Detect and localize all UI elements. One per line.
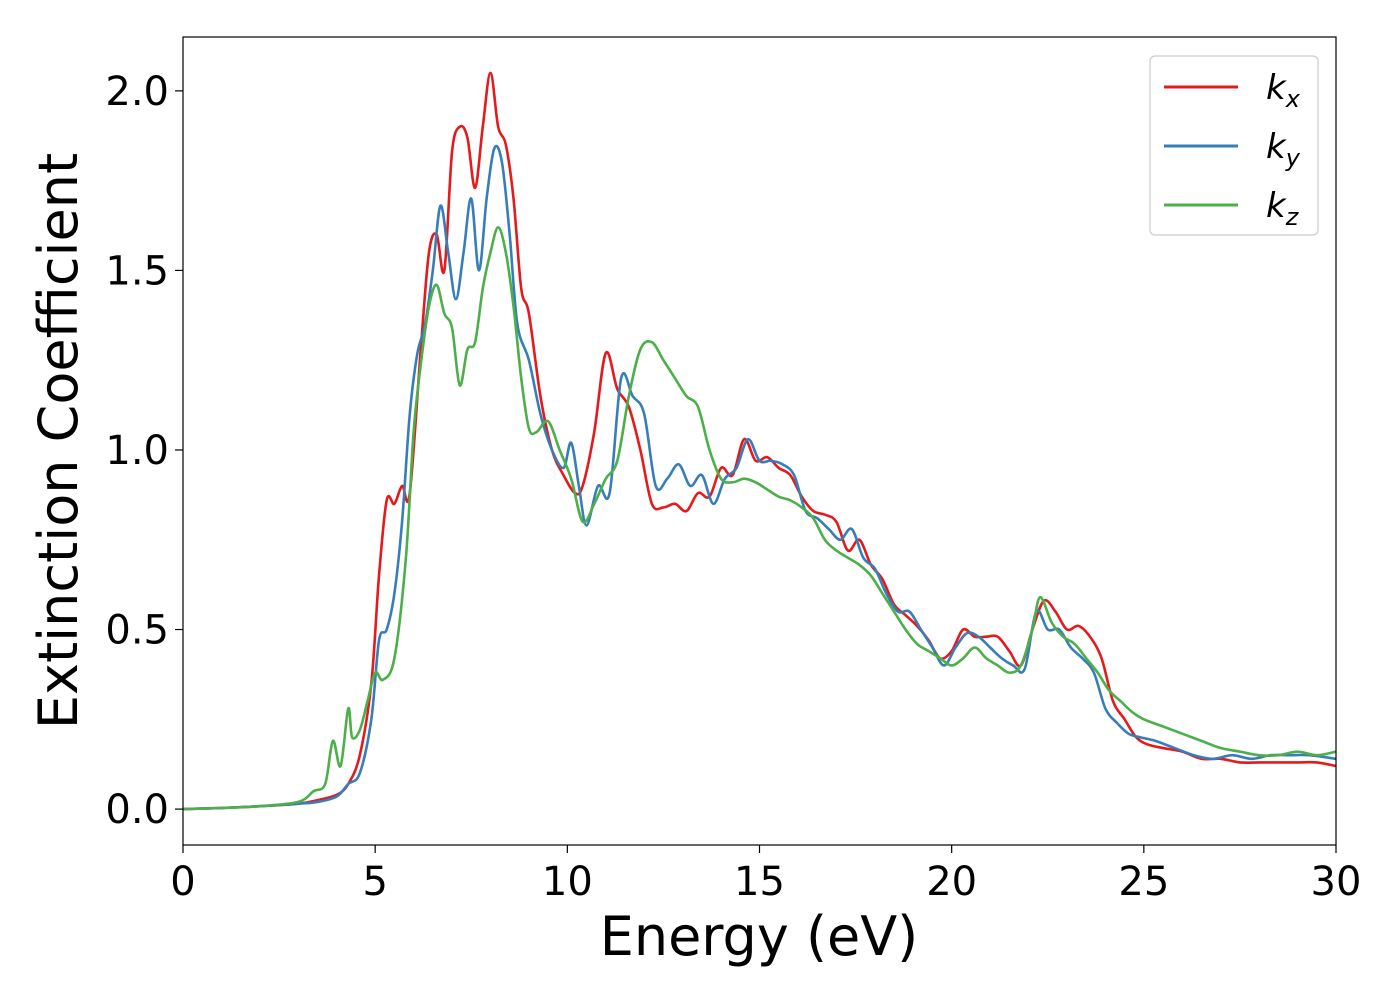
- legend-entry-kx: kx: [1164, 68, 1301, 113]
- x-tick-label: 20: [926, 859, 977, 905]
- y-tick-label: 2.0: [105, 69, 169, 115]
- y-tick-label: 0.0: [105, 787, 169, 833]
- y-axis-ticks: 0.0 0.5 1.0 1.5 2.0: [105, 69, 183, 833]
- x-tick-label: 15: [734, 859, 785, 905]
- legend-entry-ky: ky: [1164, 127, 1301, 172]
- series-line-kx: [183, 71, 1336, 811]
- series-line-kz: [183, 226, 1336, 811]
- x-axis-ticks: 0 5 10 15 20 25 30: [170, 845, 1361, 905]
- x-tick-label: 25: [1118, 859, 1169, 905]
- series-line-ky: [183, 144, 1336, 811]
- y-axis-label: Extinction Coefficient: [27, 153, 90, 729]
- x-tick-label: 5: [362, 859, 387, 905]
- x-tick-label: 0: [170, 859, 195, 905]
- x-tick-label: 30: [1311, 859, 1362, 905]
- y-tick-label: 0.5: [105, 608, 169, 654]
- x-tick-label: 10: [542, 859, 593, 905]
- legend-label: ky: [1266, 127, 1301, 172]
- x-axis-label: Energy (eV): [600, 905, 919, 968]
- y-tick-label: 1.5: [105, 248, 169, 294]
- y-tick-label: 1.0: [105, 428, 169, 474]
- legend-label: kx: [1266, 68, 1301, 113]
- series-lines: [183, 71, 1336, 811]
